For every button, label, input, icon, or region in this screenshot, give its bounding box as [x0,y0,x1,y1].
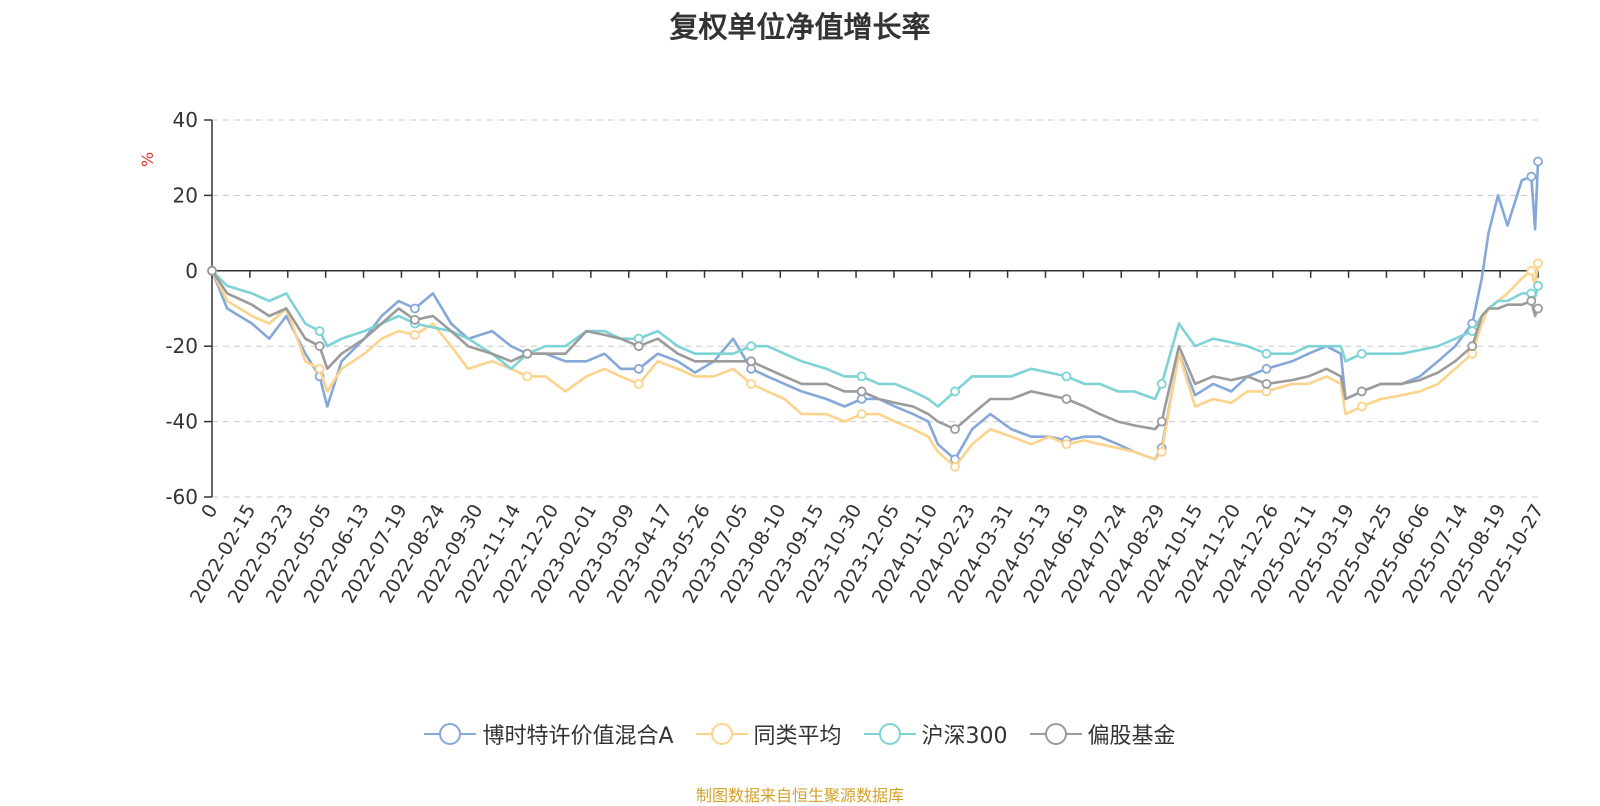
series-point [856,371,867,382]
series-point [522,371,533,382]
series-point [410,303,420,314]
legend-marker-icon [863,723,916,745]
series-point [314,363,325,374]
series-point [856,409,867,419]
series-point [950,461,960,472]
series-point [1533,156,1543,167]
series-point [1061,439,1072,450]
plot-area: 40200-20-40-6002022-02-152022-03-232022-… [165,108,1548,607]
series-point [410,314,420,325]
series-point [950,386,960,397]
legend-marker-icon [695,723,748,745]
series-point [1156,416,1167,427]
y-tick-label: 40 [173,108,198,132]
y-tick-label: -40 [165,410,198,434]
series-point [1526,265,1537,276]
series-point [950,424,960,435]
series-point [633,363,644,374]
y-tick-label: 0 [185,259,198,283]
series-point [410,329,420,340]
series-point [1356,386,1367,397]
chart-title: 复权单位净值增长率 [669,10,931,44]
source-note: 制图数据来自恒生聚源数据库 [695,786,904,805]
series-point [1526,171,1537,182]
series-point [1356,401,1367,412]
legend: 博时特许价值混合A 同类平均 沪深300 偏股基金 [0,718,1600,750]
series-point [1533,258,1543,269]
y-tick-label: -60 [165,485,198,509]
legend-label: 同类平均 [753,724,842,749]
y-tick-label: -20 [165,334,198,358]
legend-label: 偏股基金 [1087,724,1176,749]
series-point [1261,363,1272,374]
series-point [856,386,867,397]
series-point [633,378,644,389]
legend-item[interactable]: 博时特许价值混合A [424,718,674,750]
series-point [746,356,757,367]
series-point [746,378,757,389]
legend-marker-icon [1029,723,1082,745]
series-point [1061,371,1072,382]
x-tick-label: 0 [197,501,222,522]
series-point [633,341,644,352]
legend-item[interactable]: 偏股基金 [1029,718,1176,750]
series-point [1261,378,1272,389]
series-line [211,269,1540,408]
series-point [1526,296,1537,306]
legend-marker-icon [424,723,477,745]
series-line [210,270,1540,431]
y-tick-label: 20 [173,183,198,207]
series-point [314,341,325,352]
series-line [210,263,1540,469]
series-point [746,341,757,352]
legend-item[interactable]: 沪深300 [863,718,1008,750]
series-point [314,326,325,337]
series-point [522,348,533,359]
series-point [1156,446,1167,457]
series-point [1467,341,1478,352]
series-point [1261,348,1272,359]
series-point [1533,280,1543,291]
legend-label: 博时特许价值混合A [482,724,674,749]
series-point [1533,303,1543,314]
series-point [1061,394,1072,404]
legend-item[interactable]: 同类平均 [695,718,842,750]
series-point [1156,378,1167,389]
series-point [207,265,217,276]
legend-label: 沪深300 [921,724,1008,749]
series-point [1356,348,1367,359]
